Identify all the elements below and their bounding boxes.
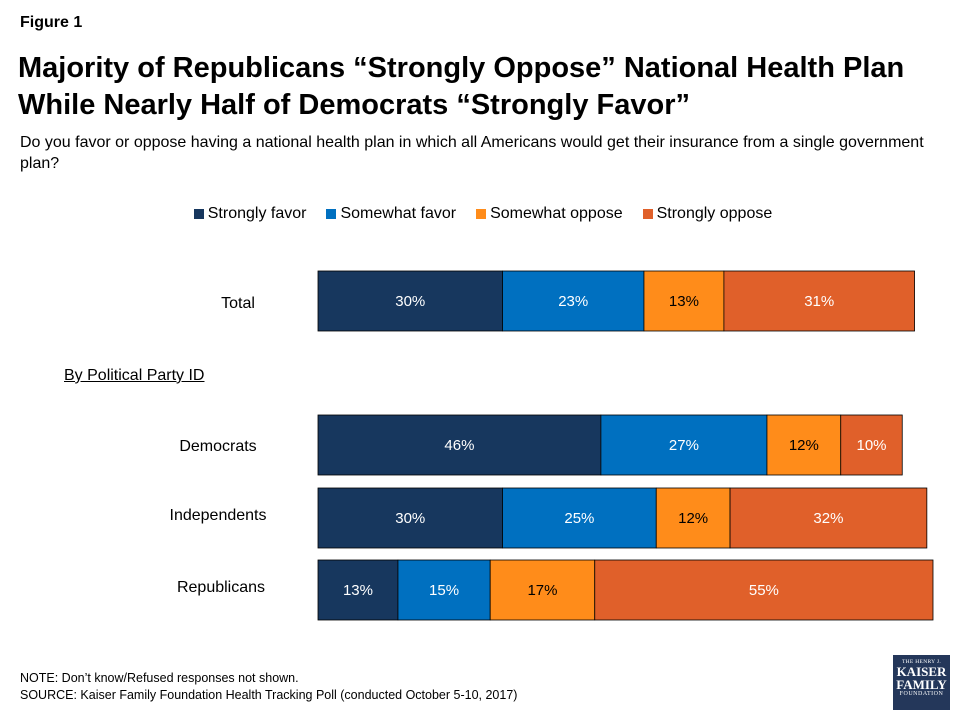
data-label-democrats-somewhat-oppose: 12% <box>789 437 819 454</box>
bar-total-strongly-favor <box>317 270 503 332</box>
bar-republicans-strongly-oppose <box>594 559 934 621</box>
legend-item-somewhat-oppose: Somewhat oppose <box>470 205 623 223</box>
legend-label-strongly-favor: Strongly favor <box>207 205 307 222</box>
data-label-democrats-strongly-oppose: 10% <box>856 437 886 454</box>
chart-title-line2: While Nearly Half of Democrats “Strongly… <box>18 89 690 121</box>
legend-item-somewhat-favor: Somewhat favor <box>320 205 456 223</box>
bar-total-somewhat-oppose <box>643 270 725 332</box>
data-label-total-strongly-favor: 30% <box>395 293 425 310</box>
data-label-independents-strongly-oppose: 32% <box>813 510 843 527</box>
legend-swatch-strongly-oppose <box>642 209 653 219</box>
legend-swatch-somewhat-oppose <box>476 209 487 219</box>
bar-democrats-somewhat-oppose <box>766 414 842 476</box>
data-label-republicans-strongly-favor: 13% <box>343 582 373 599</box>
data-label-republicans-strongly-oppose: 55% <box>749 582 779 599</box>
bar-republicans-strongly-favor <box>317 559 399 621</box>
logo-top-text: THE HENRY J. <box>902 659 941 665</box>
bar-independents-strongly-favor <box>317 487 503 549</box>
legend-label-somewhat-favor: Somewhat favor <box>340 205 457 222</box>
legend-item-strongly-favor: Strongly favor <box>188 205 307 223</box>
source-line: SOURCE: Kaiser Family Foundation Health … <box>20 688 518 702</box>
data-label-democrats-strongly-favor: 46% <box>444 437 474 454</box>
chart-title-line1: Majority of Republicans “Strongly Oppose… <box>18 52 905 84</box>
data-label-republicans-somewhat-favor: 15% <box>429 582 459 599</box>
bar-independents-somewhat-oppose <box>655 487 731 549</box>
chart-subtitle: Do you favor or oppose having a national… <box>20 134 924 172</box>
notes: NOTE: Don’t know/Refused responses not s… <box>20 670 517 704</box>
category-label-independents: Independents <box>169 507 267 524</box>
bar-independents-somewhat-favor <box>502 487 657 549</box>
legend-swatch-somewhat-favor <box>326 209 337 219</box>
data-label-independents-somewhat-favor: 25% <box>564 510 594 527</box>
bar-democrats-strongly-favor <box>317 414 602 476</box>
data-label-independents-strongly-favor: 30% <box>395 510 425 527</box>
bar-democrats-strongly-oppose <box>840 414 903 476</box>
chart-title: Majority of Republicans “Strongly Oppose… <box>18 50 953 124</box>
bar-republicans-somewhat-favor <box>397 559 491 621</box>
legend-item-strongly-oppose: Strongly oppose <box>637 205 773 223</box>
category-label-republicans: Republicans <box>176 579 266 596</box>
data-label-total-somewhat-favor: 23% <box>558 293 588 310</box>
kff-logo: THE HENRY J. KAISER FAMILY FOUNDATION <box>893 655 950 710</box>
data-label-total-strongly-oppose: 31% <box>804 293 834 310</box>
category-label-total: Total <box>221 295 255 312</box>
note-line: NOTE: Don’t know/Refused responses not s… <box>20 671 299 685</box>
legend-swatch-strongly-favor <box>193 209 204 219</box>
bar-republicans-somewhat-oppose <box>489 559 596 621</box>
logo-bottom-text: FOUNDATION <box>899 691 944 697</box>
data-label-independents-somewhat-oppose: 12% <box>678 510 708 527</box>
logo-line2: FAMILY <box>896 677 947 692</box>
data-label-republicans-somewhat-oppose: 17% <box>527 582 557 599</box>
figure-label: Figure 1 <box>20 14 83 31</box>
category-label-democrats: Democrats <box>179 438 257 455</box>
data-label-total-somewhat-oppose: 13% <box>669 293 699 310</box>
bar-total-somewhat-favor <box>502 270 645 332</box>
bar-independents-strongly-oppose <box>729 487 928 549</box>
logo-line1: KAISER <box>896 664 947 679</box>
bar-democrats-somewhat-favor <box>600 414 768 476</box>
legend-label-strongly-oppose: Strongly oppose <box>656 205 773 222</box>
legend: Strongly favor Somewhat favor Somewhat o… <box>0 205 960 223</box>
data-label-democrats-somewhat-favor: 27% <box>669 437 699 454</box>
bar-total-strongly-oppose <box>723 270 915 332</box>
group-heading: By Political Party ID <box>64 367 205 384</box>
legend-label-somewhat-oppose: Somewhat oppose <box>490 205 623 222</box>
